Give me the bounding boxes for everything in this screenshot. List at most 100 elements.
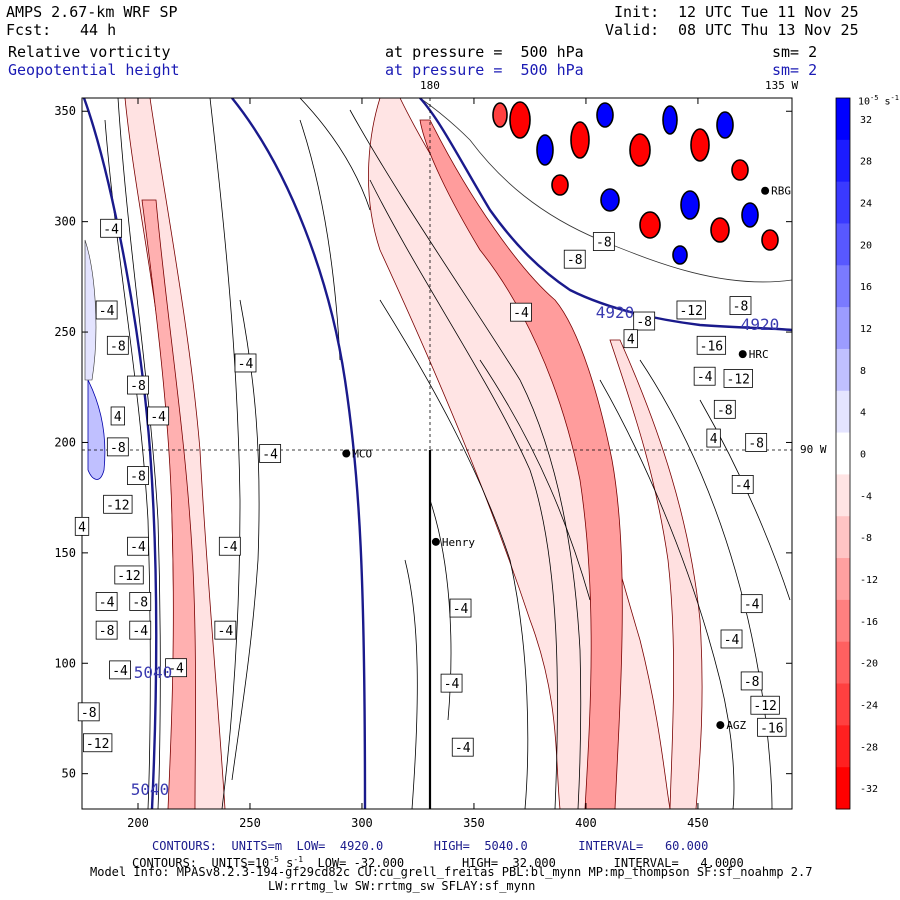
lon-label-90w: 90 W [800,443,827,456]
contour-label-text: -8 [110,339,126,354]
contour-label: -4 [147,406,170,426]
contour-label-box [234,353,257,373]
contour-label: -8 [129,592,152,611]
contour-label: -8 [127,466,149,485]
contour-label-box [147,406,170,426]
contour-label-box [740,594,763,614]
contour-label: -12 [83,733,113,753]
station-marker: HRC [738,348,769,361]
contour-label: 4 [706,428,721,448]
contour-label-text: -8 [567,253,583,268]
contour-label: -4 [214,620,237,640]
contour-label-box [129,620,152,640]
contour-label: -8 [592,232,615,251]
contour-label: -8 [633,311,656,331]
contour-label-text: -4 [99,304,115,319]
height-label: 5040 [131,780,170,799]
contour-label-text: -4 [453,602,469,617]
contour-label-box [114,565,144,585]
colorbar-swatch [836,390,850,434]
height-contour-info: CONTOURS: UNITS=m LOW= 4920.0 HIGH= 5040… [152,839,709,853]
model-info: Model Info: MPASv8.2.3-194-gf29cd82c CU:… [90,865,813,879]
contour-label-box [83,733,113,753]
contour-label-text: 4 [710,432,718,447]
contour-label: -4 [731,475,754,494]
contour-label-box [106,335,129,355]
contour-labels: -4-4-8-84 -4-8-8-124-4-12-4 -8-8 -4-4-8-12-… [74,218,787,757]
contour-label: -4 [218,536,241,556]
station-name: HRC [749,348,769,361]
colorbar-level: 32 [860,115,872,126]
colorbar-swatch [836,725,850,768]
colorbar-level: 28 [860,157,872,168]
x-tick-label: 450 [687,816,709,830]
station-name: RBG [771,185,791,198]
contour-label-text: -8 [81,706,97,721]
contour-label-text: -8 [636,315,652,330]
contour-label-box [95,300,118,320]
contour-label: -8 [106,335,129,355]
contour-label-box [723,369,753,388]
contour-label-text: -8 [717,403,733,418]
y-tick-label: 250 [54,325,76,339]
contour-label-text: -16 [760,721,783,736]
station-dot [431,537,440,546]
station-marker: RBG [761,185,791,198]
colorbar: 32 28 24 20 16 12 8 4 0 -4 -8 -12 -16 -20 -24 -28 -32 [835,97,878,810]
contour-label-box [100,218,123,238]
contour-label: 4 [110,406,125,426]
contour-label: -12 [750,695,780,715]
contour-label-box [623,329,638,349]
contour-label-box [106,437,129,457]
contour-label-text: -4 [744,598,760,613]
vorticity-band-far-right [609,339,703,809]
colorbar-swatch [836,767,850,810]
colorbar-level: -4 [860,491,872,502]
station-marker: AGZ [716,719,747,732]
field-vorticity: Relative vorticity [8,43,171,61]
contour-label-text: -4 [218,624,234,639]
contour-label-text: -8 [99,624,115,639]
colorbar-level: -32 [860,784,878,795]
contour-label-text: -12 [753,699,776,714]
contour-label-box [510,302,532,322]
contour-label-text: -4 [99,595,115,610]
contour-label-box [449,598,472,618]
forecast-hours: 44 h [80,21,117,39]
contour-label: -8 [729,296,752,315]
smoothing-2: sm= 2 [772,61,818,79]
contour-label: -4 [720,629,743,649]
contour-label: -4 [693,366,716,386]
contour-label: -12 [103,494,133,514]
colorbar-frame [835,97,851,810]
contour-label-box [750,695,780,715]
contour-label-text: -4 [735,478,751,493]
station-dot [738,350,747,359]
field-height: Geopotential height [8,61,180,79]
contour-label-text: -4 [130,540,146,555]
contour-label-text: -4 [132,624,148,639]
contour-label: -16 [757,717,787,737]
colorbar-level: -8 [860,533,872,544]
smoothing-1: sm= 2 [772,43,818,61]
colorbar-swatch [836,432,850,475]
contour-label-box [592,232,615,251]
contour-label-box [729,296,752,315]
colorbar-level: -12 [860,575,878,586]
contour-label-text: -4 [724,633,740,648]
contour-label: -8 [740,671,763,691]
init-label: Init: [614,3,660,21]
contour-label-box [740,671,763,691]
plot-frame [81,97,793,810]
contour-label: -4 [100,218,123,238]
contour-label-box [720,629,743,649]
x-tick-label: 300 [351,816,373,830]
height-label: 4920 [741,315,780,334]
contour-label-text: -4 [103,222,119,237]
contour-label: -4 [95,592,118,611]
contour-label-text: 4 [627,333,635,348]
contour-label: -4 [109,660,131,680]
contour-label-text: -4 [168,662,184,677]
x-tick-label: 400 [575,816,597,830]
